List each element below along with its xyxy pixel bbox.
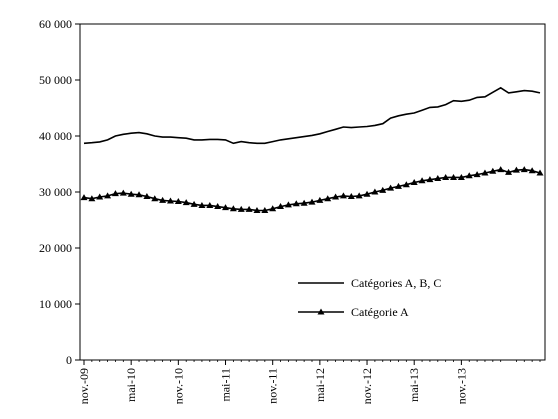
series-a-point xyxy=(174,198,182,205)
y-tick-label: 20 000 xyxy=(39,241,72,255)
series-a-point xyxy=(269,205,277,212)
series-a-point xyxy=(536,169,544,176)
series-a-point xyxy=(387,184,395,191)
series-a-point xyxy=(324,195,332,202)
series-a-point xyxy=(379,186,387,193)
series-a-point xyxy=(363,190,371,197)
series-a-point xyxy=(261,206,269,213)
series-a-point xyxy=(284,201,292,208)
series-a-point xyxy=(80,194,88,201)
y-tick-label: 30 000 xyxy=(39,185,72,199)
y-tick-label: 50 000 xyxy=(39,73,72,87)
x-tick-label: mai-10 xyxy=(124,368,138,402)
series-a-point xyxy=(394,182,402,189)
series-a-point xyxy=(127,190,135,197)
series-a-point xyxy=(450,173,458,180)
series-a-point xyxy=(426,176,434,183)
plot-frame xyxy=(79,23,546,361)
series-a-point xyxy=(402,181,410,188)
series-a-point xyxy=(505,168,513,175)
x-tick-label: nov.-11 xyxy=(266,368,280,404)
series-a-point xyxy=(457,173,465,180)
plot-area xyxy=(79,23,546,361)
series-a-point xyxy=(237,205,245,212)
series-a-point xyxy=(206,201,214,208)
series-a-point xyxy=(489,167,497,174)
series-a-point xyxy=(497,166,505,173)
series-a-point xyxy=(442,173,450,180)
series-a-point xyxy=(347,192,355,199)
series-a-point xyxy=(182,199,190,206)
series-a-point xyxy=(166,197,174,204)
series-a-point xyxy=(308,198,316,205)
legend: Catégories A, B, C Catégorie A xyxy=(298,276,441,319)
series-a-point xyxy=(300,199,308,206)
series-line-abc xyxy=(83,86,541,145)
series-a-point xyxy=(473,171,481,178)
series-a-point xyxy=(190,200,198,207)
series-a-point xyxy=(104,192,112,199)
series-layer xyxy=(80,86,544,213)
x-tick-label: mai-13 xyxy=(407,368,421,402)
series-a-point xyxy=(245,205,253,212)
y-tick-label: 10 000 xyxy=(39,297,72,311)
series-a-point xyxy=(222,204,230,211)
series-a-point xyxy=(198,201,206,208)
series-a-point xyxy=(520,166,528,173)
series-a-point xyxy=(355,192,363,199)
series-a-point xyxy=(316,196,324,203)
x-tick-label: nov.-12 xyxy=(360,368,374,404)
series-a-point xyxy=(96,193,104,200)
series-a-point xyxy=(119,189,127,196)
series-a-point xyxy=(371,188,379,195)
series-a-point xyxy=(481,169,489,176)
legend-marker-a xyxy=(317,308,325,315)
series-a-point xyxy=(229,205,237,212)
series-a-point xyxy=(512,166,520,173)
series-a-point xyxy=(88,195,96,202)
series-a-point xyxy=(465,172,473,179)
x-axis: nov.-09 mai-10 nov.-10 mai-11 nov.-11 mai-12 n… xyxy=(77,360,541,404)
series-a-point xyxy=(253,206,261,213)
y-tick-label: 0 xyxy=(66,353,72,367)
series-a-point xyxy=(418,177,426,184)
series-a-point xyxy=(434,175,442,182)
series-a-point xyxy=(135,191,143,198)
series-a-point xyxy=(143,192,151,199)
y-axis: 0 10 000 20 000 30 000 40 000 50 000 60 000 xyxy=(39,17,80,367)
series-a-point xyxy=(339,192,347,199)
series-a-point xyxy=(528,167,536,174)
series-a-point xyxy=(151,195,159,202)
y-tick-label: 60 000 xyxy=(39,17,72,31)
x-tick-label: nov.-13 xyxy=(454,368,468,404)
x-tick-label: nov.-09 xyxy=(77,368,91,404)
x-tick-label: mai-12 xyxy=(313,368,327,402)
x-tick-label: nov.-10 xyxy=(171,368,185,404)
series-a-point xyxy=(214,203,222,210)
series-a-point xyxy=(292,200,300,207)
series-a-point xyxy=(332,193,340,200)
series-a-point xyxy=(410,178,418,185)
series-a-point xyxy=(159,196,167,203)
series-a-point xyxy=(277,203,285,210)
x-tick-label: mai-11 xyxy=(219,368,233,402)
y-tick-label: 40 000 xyxy=(39,129,72,143)
series-a-point xyxy=(111,190,119,197)
legend-label-abc: Catégories A, B, C xyxy=(351,276,441,290)
legend-label-a: Catégorie A xyxy=(351,305,409,319)
